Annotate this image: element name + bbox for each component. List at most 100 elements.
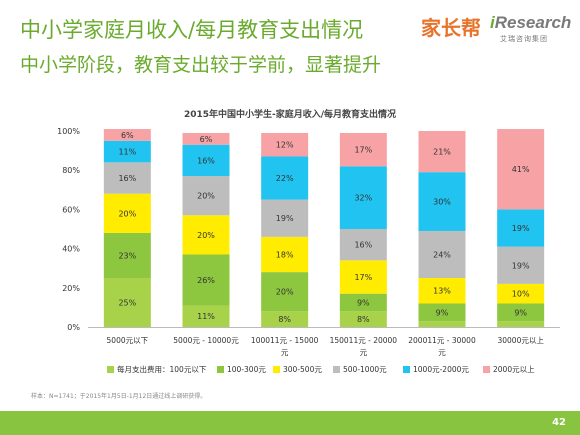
data-label: 19% bbox=[512, 224, 530, 233]
bar-segment bbox=[103, 278, 151, 327]
bar-segment bbox=[182, 176, 230, 216]
bar-segment bbox=[339, 229, 387, 261]
bar-segment bbox=[261, 311, 309, 327]
data-label: 13% bbox=[433, 287, 451, 296]
legend-label: 1000元-2000元 bbox=[413, 365, 469, 374]
data-label: 16% bbox=[197, 156, 215, 165]
bar-segment bbox=[182, 144, 230, 177]
legend-swatch bbox=[273, 366, 280, 373]
data-label: 8% bbox=[278, 315, 291, 324]
bar-segment bbox=[418, 303, 466, 322]
bar-segment bbox=[261, 156, 309, 200]
page-title: 中小学家庭月收入/每月教育支出情况 bbox=[20, 18, 364, 42]
iresearch-logo: iResearch bbox=[490, 13, 571, 33]
legend-label: 100-300元 bbox=[227, 365, 266, 374]
data-label: 10% bbox=[512, 290, 530, 299]
data-label: 8% bbox=[357, 315, 370, 324]
data-label: 11% bbox=[197, 312, 215, 321]
y-tick-label: 40% bbox=[62, 245, 80, 254]
x-tick-label: 30000元以上 bbox=[497, 336, 544, 345]
jiazhangbang-logo: 家长帮 bbox=[421, 16, 481, 40]
data-label: 6% bbox=[200, 135, 213, 144]
data-label: 16% bbox=[354, 241, 372, 250]
bar-segment bbox=[339, 166, 387, 229]
data-label: 17% bbox=[354, 146, 372, 155]
data-label: 20% bbox=[197, 192, 215, 201]
footer-bar bbox=[0, 411, 580, 435]
bar-segment bbox=[339, 293, 387, 312]
bar-segment bbox=[261, 132, 309, 157]
bar-segment bbox=[418, 321, 466, 327]
data-label: 18% bbox=[276, 250, 294, 259]
bar-segment bbox=[418, 278, 466, 304]
data-label: 9% bbox=[514, 308, 527, 317]
data-label: 22% bbox=[276, 174, 294, 183]
x-tick-label: 100011元 - 15000 bbox=[251, 336, 319, 345]
legend-label: 2000元以上 bbox=[493, 365, 535, 374]
bar-segment bbox=[103, 129, 151, 141]
y-tick-label: 20% bbox=[62, 284, 80, 293]
bar-segment bbox=[103, 232, 151, 278]
data-label: 19% bbox=[512, 261, 530, 270]
legend-swatch bbox=[483, 366, 490, 373]
x-tick-label: 5000元以下 bbox=[107, 336, 149, 345]
stacked-bar-chart: 0% 20% 40% 60% 80% 100% 25% 23% 20% 16% 11% 6% 5000元… bbox=[57, 127, 560, 374]
data-label: 9% bbox=[436, 308, 449, 317]
bar-segment bbox=[103, 162, 151, 194]
bar-segment bbox=[497, 303, 545, 322]
data-label: 25% bbox=[118, 299, 136, 308]
chart-title: 2015年中国中小学生-家庭月收入/每月教育支出情况 bbox=[183, 110, 397, 120]
data-label: 32% bbox=[354, 194, 372, 203]
data-label: 23% bbox=[118, 251, 136, 260]
legend-swatch bbox=[107, 366, 114, 373]
data-label: 17% bbox=[354, 273, 372, 282]
bar-segment bbox=[339, 132, 387, 167]
page-number: 42 bbox=[552, 417, 566, 428]
legend-label: 300-500元 bbox=[283, 365, 322, 374]
data-label: 30% bbox=[433, 198, 451, 207]
iresearch-logo-text: Research bbox=[494, 13, 572, 32]
bar-segment bbox=[261, 236, 309, 273]
x-tick-label: 150011元 - 20000 bbox=[330, 336, 398, 345]
data-label: 6% bbox=[121, 131, 134, 140]
x-tick-label: 元 bbox=[360, 348, 368, 357]
bar-segment bbox=[182, 254, 230, 306]
bar-segment bbox=[182, 215, 230, 255]
legend-swatch bbox=[403, 366, 410, 373]
data-label: 11% bbox=[118, 148, 136, 157]
x-tick-label: 元 bbox=[281, 348, 289, 357]
bar-segment bbox=[497, 321, 545, 327]
bar-segment bbox=[497, 209, 545, 247]
bar-segment bbox=[261, 199, 309, 237]
bar-segment bbox=[497, 129, 545, 210]
data-label: 41% bbox=[512, 165, 530, 174]
data-label: 20% bbox=[118, 209, 136, 218]
page-subtitle: 中小学阶段，教育支出较于学前，显著提升 bbox=[20, 54, 382, 76]
bar-segment bbox=[103, 140, 151, 163]
legend-swatch bbox=[217, 366, 224, 373]
x-tick-label: 元 bbox=[438, 348, 446, 357]
y-tick-label: 0% bbox=[67, 323, 80, 332]
bar-segment bbox=[103, 193, 151, 233]
data-label: 20% bbox=[276, 288, 294, 297]
bar-segment bbox=[418, 131, 466, 173]
x-tick-label: 5000元 - 10000元 bbox=[173, 336, 239, 345]
data-label: 26% bbox=[197, 276, 215, 285]
data-label: 20% bbox=[197, 231, 215, 240]
x-tick-label: 200011元 - 30000 bbox=[408, 336, 476, 345]
bar-segment bbox=[497, 283, 545, 304]
y-tick-label: 100% bbox=[57, 127, 80, 136]
bar-segment bbox=[261, 272, 309, 312]
source-note: 样本：N=1741；于2015年1月5日-1月12日通过线上调研获得。 bbox=[31, 393, 207, 400]
y-tick-label: 80% bbox=[62, 166, 80, 175]
data-label: 21% bbox=[433, 148, 451, 157]
data-label: 19% bbox=[276, 214, 294, 223]
bar-segment bbox=[339, 311, 387, 327]
legend-label: 500-1000元 bbox=[343, 365, 387, 374]
legend-swatch bbox=[333, 366, 340, 373]
iresearch-logo-i: i bbox=[490, 13, 495, 32]
data-label: 16% bbox=[118, 174, 136, 183]
bar-segment bbox=[182, 305, 230, 327]
iresearch-logo-subtitle: 艾瑞咨询集团 bbox=[500, 35, 548, 43]
bar-segment bbox=[339, 260, 387, 294]
